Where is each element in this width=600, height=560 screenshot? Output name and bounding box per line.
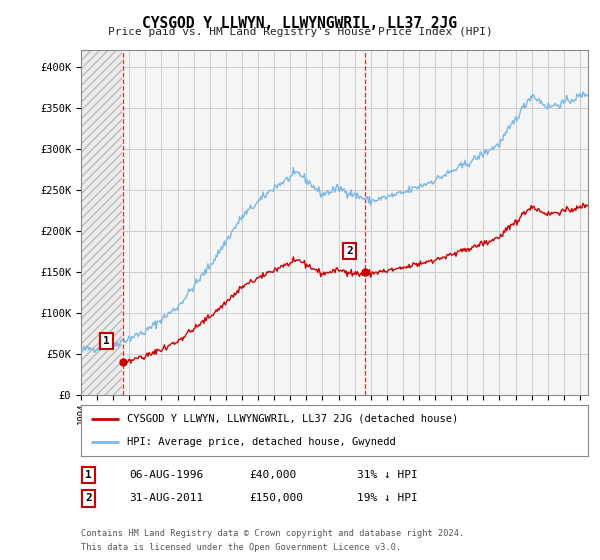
Text: 31% ↓ HPI: 31% ↓ HPI [357, 470, 418, 480]
Bar [81, 50, 122, 395]
Text: 1: 1 [85, 470, 92, 480]
Text: HPI: Average price, detached house, Gwynedd: HPI: Average price, detached house, Gwyn… [127, 437, 395, 447]
Text: 2: 2 [346, 246, 353, 256]
Text: 1: 1 [103, 336, 110, 346]
Text: 2: 2 [85, 493, 92, 503]
Text: 06-AUG-1996: 06-AUG-1996 [129, 470, 203, 480]
Text: CYSGOD Y LLWYN, LLWYNGWRIL, LL37 2JG (detached house): CYSGOD Y LLWYN, LLWYNGWRIL, LL37 2JG (de… [127, 414, 458, 424]
Text: £40,000: £40,000 [249, 470, 296, 480]
Text: 31-AUG-2011: 31-AUG-2011 [129, 493, 203, 503]
Text: This data is licensed under the Open Government Licence v3.0.: This data is licensed under the Open Gov… [81, 543, 401, 552]
Text: Contains HM Land Registry data © Crown copyright and database right 2024.: Contains HM Land Registry data © Crown c… [81, 529, 464, 538]
Text: CYSGOD Y LLWYN, LLWYNGWRIL, LL37 2JG: CYSGOD Y LLWYN, LLWYNGWRIL, LL37 2JG [143, 16, 458, 31]
Text: £150,000: £150,000 [249, 493, 303, 503]
Text: 19% ↓ HPI: 19% ↓ HPI [357, 493, 418, 503]
Text: Price paid vs. HM Land Registry's House Price Index (HPI): Price paid vs. HM Land Registry's House … [107, 27, 493, 37]
